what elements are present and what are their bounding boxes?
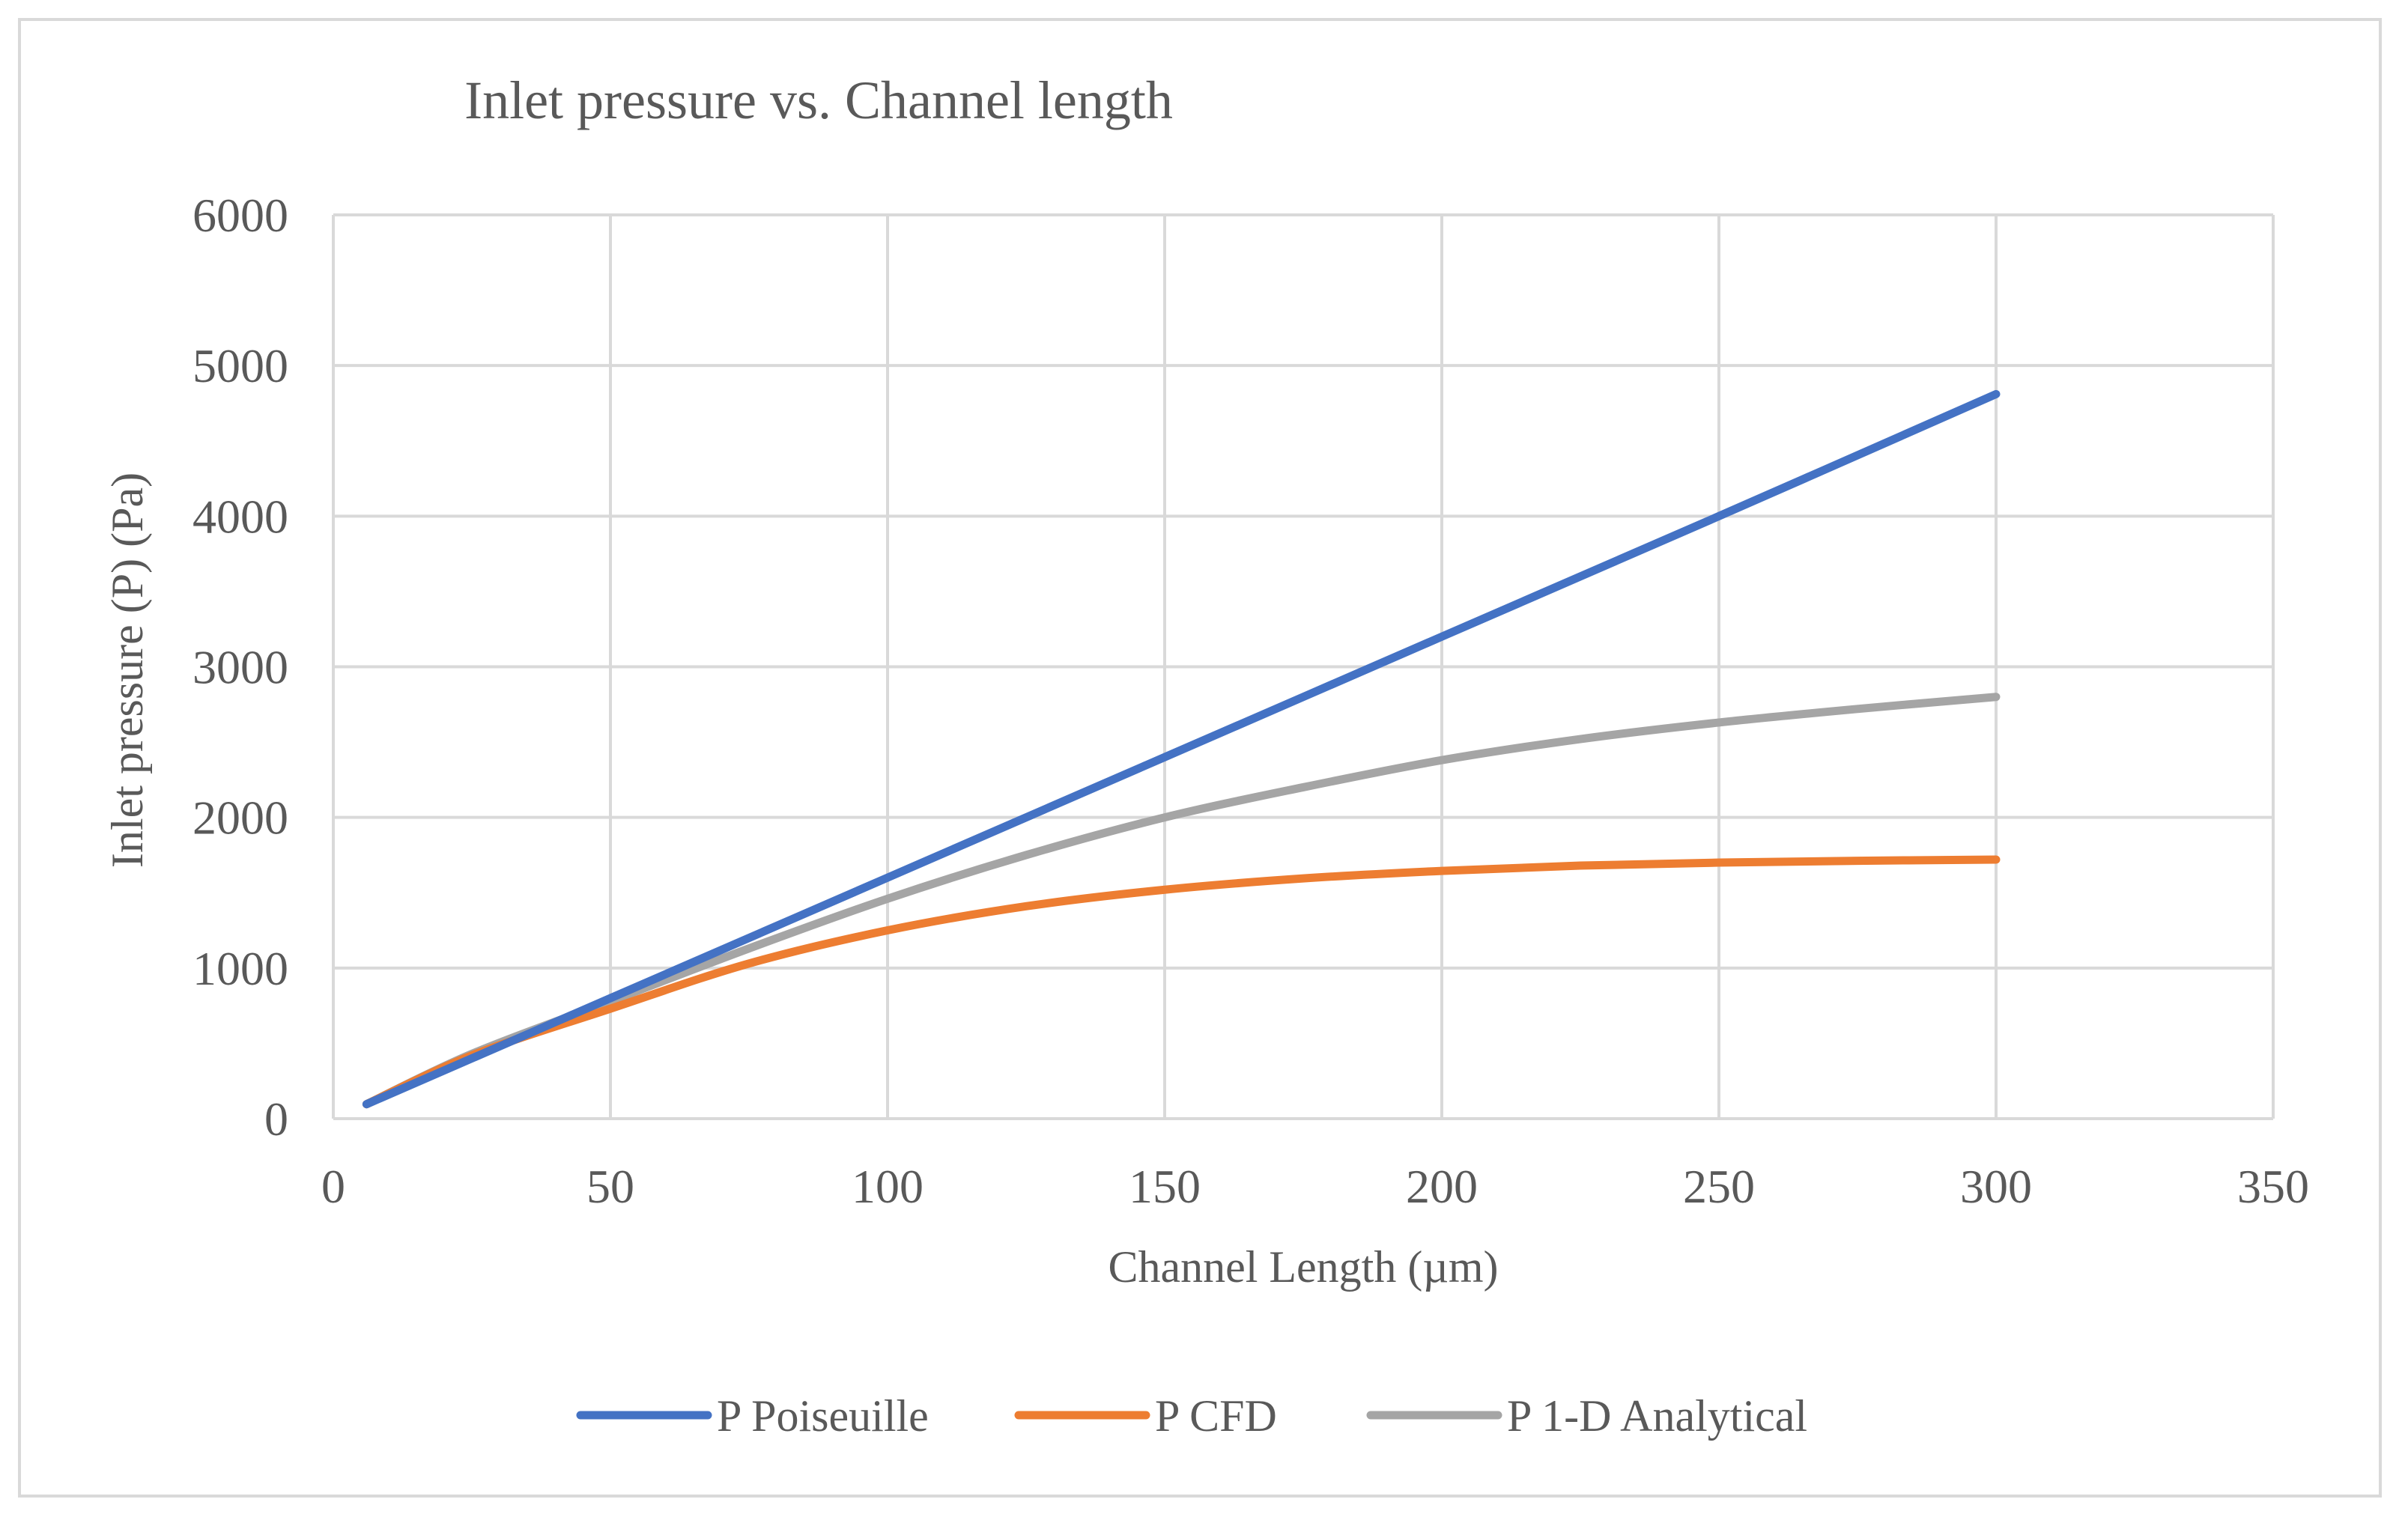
y-tick-label: 6000 (192, 189, 288, 242)
y-axis-label: Inlet pressure (P) (Pa) (103, 472, 152, 868)
y-tick-labels: 0 1000 2000 3000 4000 5000 6000 (192, 189, 288, 1146)
series-lines (362, 389, 2001, 1109)
chart-title: Inlet pressure vs. Channel length (464, 70, 1173, 130)
y-tick-label: 2000 (192, 791, 288, 845)
x-tick-label: 250 (1683, 1160, 1755, 1213)
series-line-p-poiseuille (362, 389, 2001, 1109)
x-tick-label: 300 (1960, 1160, 2032, 1213)
legend-label-p-cfd: P CFD (1155, 1391, 1277, 1441)
gridlines (332, 213, 2275, 1120)
x-tick-labels: 0 50 100 150 200 250 300 350 (321, 1160, 2309, 1213)
y-tick-label: 0 (264, 1092, 288, 1146)
chart-frame (18, 18, 2382, 1498)
x-tick-label: 350 (2237, 1160, 2309, 1213)
x-tick-label: 200 (1406, 1160, 1478, 1213)
y-tick-label: 4000 (192, 490, 288, 543)
x-tick-label: 150 (1129, 1160, 1201, 1213)
legend-label-p-1-d-analytical: P 1-D Analytical (1507, 1391, 1807, 1441)
series-line-p-cfd (362, 855, 2001, 1109)
y-tick-label: 3000 (192, 641, 288, 694)
x-axis-label: Channel Length (µm) (1108, 1242, 1498, 1292)
y-tick-label: 1000 (192, 942, 288, 995)
x-tick-label: 50 (586, 1160, 634, 1213)
y-tick-label: 5000 (192, 339, 288, 392)
legend: P Poiseuille P CFD P 1-D Analytical (576, 1391, 1807, 1441)
legend-label-p-poiseuille: P Poiseuille (717, 1391, 929, 1441)
x-tick-label: 100 (852, 1160, 924, 1213)
x-tick-label: 0 (321, 1160, 345, 1213)
